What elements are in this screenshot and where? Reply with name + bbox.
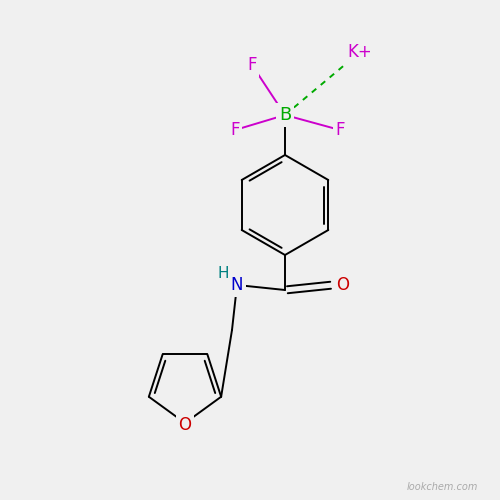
Text: O: O: [336, 276, 349, 294]
Text: F: F: [247, 56, 257, 74]
Text: F: F: [335, 121, 345, 139]
Text: K+: K+: [348, 43, 372, 61]
Text: F: F: [230, 121, 240, 139]
Text: H: H: [217, 266, 229, 280]
Text: lookchem.com: lookchem.com: [406, 482, 478, 492]
Text: B: B: [279, 106, 291, 124]
Text: N: N: [231, 276, 243, 294]
Text: O: O: [178, 416, 192, 434]
